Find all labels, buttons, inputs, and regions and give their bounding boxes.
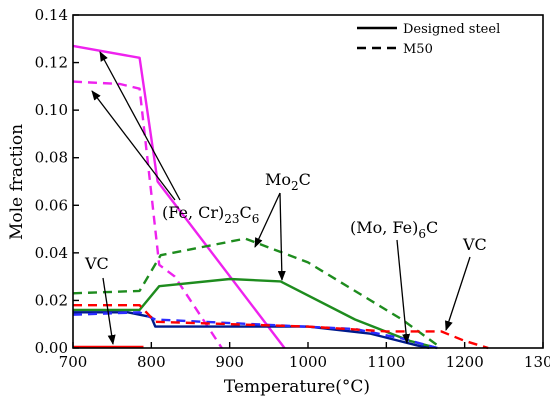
y-tick-label: 0.02 [35, 291, 68, 309]
y-tick-label: 0.00 [35, 339, 68, 357]
annotation-vc-designed: VC [84, 254, 109, 273]
x-tick-label: 700 [59, 353, 88, 371]
legend-label-designed: Designed steel [403, 22, 500, 37]
y-tick-label: 0.08 [35, 149, 68, 167]
arrow-mofe6c [396, 239, 411, 344]
y-tick-label: 0.06 [35, 196, 68, 214]
annotation-mo2c-tail: C [299, 170, 311, 189]
annotation-fecr23c6-sub: 23 [224, 212, 239, 226]
annotation-vc-m50: VC [462, 235, 487, 254]
x-tick-label: 900 [215, 353, 244, 371]
annotation-mofe6c: (Mo, Fe)6C [350, 218, 438, 241]
y-tick-label: 0.04 [35, 244, 68, 262]
arrow-mo2c-designed [277, 192, 286, 281]
x-tick-label: 800 [137, 353, 166, 371]
annotation-mofe6c-sub: 6 [418, 227, 426, 241]
annotation-mo2c-base: Mo [265, 170, 291, 189]
legend-label-m50: M50 [403, 42, 433, 57]
annotation-fecr23c6: (Fe, Cr)23C6 [162, 203, 259, 226]
annotation-mo2c: Mo2C [265, 170, 311, 193]
annotation-mo2c-sub: 2 [291, 179, 299, 193]
y-tick-label: 0.12 [35, 54, 68, 72]
annotation-fecr23c6-base: (Fe, Cr) [162, 203, 224, 222]
legend: Designed steel M50 [357, 22, 500, 57]
series-m50-fecr23c6 [72, 80, 223, 349]
annotation-layer: (Fe, Cr)23C6 Mo2C (Mo, Fe)6C VC VC [84, 51, 487, 345]
annotation-mofe6c-base: (Mo, Fe) [350, 218, 418, 237]
arrow-mo2c-m50 [254, 192, 281, 248]
annotation-fecr23c6-tail: C [240, 203, 252, 222]
y-axis-label: Mole fraction [7, 124, 27, 240]
annotation-mofe6c-tail: C [426, 218, 438, 237]
y-tick-label: 0.10 [35, 101, 68, 119]
series-m50-vc [73, 304, 489, 350]
series-m50-mo2c [72, 237, 442, 349]
x-axis-label: Temperature(°C) [224, 377, 370, 397]
series-designed-mofe6c [73, 311, 430, 350]
arrow-vc-m50 [445, 256, 471, 331]
arrow-vc-designed [102, 277, 116, 345]
arrow-fecr-designed [99, 51, 181, 201]
annotation-fecr23c6-sub2: 6 [252, 212, 260, 226]
y-tick-label: 0.14 [35, 6, 68, 24]
x-tick-label: 1000 [289, 353, 327, 371]
arrow-fecr-m50 [91, 90, 176, 201]
x-tick-label: 1100 [367, 353, 405, 371]
x-tick-label: 1200 [446, 353, 484, 371]
